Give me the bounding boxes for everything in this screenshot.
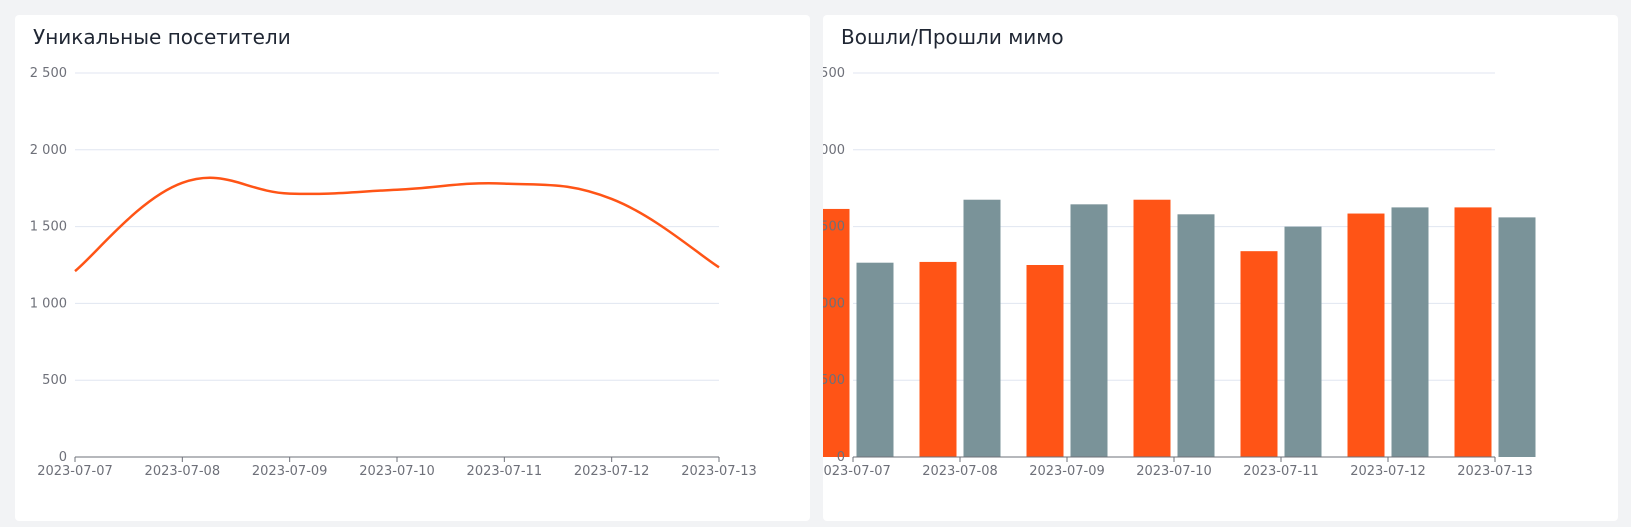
- bar-entered: [1454, 207, 1492, 457]
- bar-passed: [1177, 214, 1215, 457]
- y-tick-label: 1 000: [30, 296, 67, 311]
- unique-visitors-line-chart: 0 500 1 000 1 500 2 000 2 500 2023-07-07 2023-0…: [30, 66, 757, 479]
- bar-entered: [1026, 265, 1064, 457]
- bar-passed: [1391, 207, 1429, 457]
- y-tick-label: 2 000: [823, 143, 845, 158]
- x-tick-label: 2023-07-10: [359, 464, 435, 479]
- unique-visitors-title: Уникальные посетители: [33, 25, 291, 49]
- y-tick-label: 1 500: [30, 220, 67, 235]
- bar-entered: [919, 261, 957, 457]
- y-tick-label: 1 000: [823, 296, 845, 311]
- visitors-series-line: [74, 176, 720, 273]
- x-tick-label: 2023-07-11: [1243, 464, 1319, 479]
- x-tick-label: 2023-07-10: [1136, 464, 1212, 479]
- bar-entered: [1240, 251, 1278, 457]
- y-tick-label: 1 500: [823, 220, 845, 235]
- entered-passed-card: Вошли/Прошли мимо 0 500 1 000 1 500 2 000 2 5…: [823, 15, 1618, 521]
- bar-passed: [963, 199, 1001, 457]
- x-tick-label: 2023-07-11: [467, 464, 543, 479]
- y-tick-label: 2 000: [30, 143, 67, 158]
- x-tick-label: 2023-07-09: [252, 464, 328, 479]
- bar-passed: [1284, 226, 1322, 457]
- x-tick-label: 2023-07-09: [1029, 464, 1105, 479]
- bar-entered: [1133, 199, 1171, 457]
- bar-passed: [856, 262, 894, 457]
- bar-passed: [1070, 204, 1108, 457]
- y-tick-label: 500: [42, 373, 67, 388]
- y-tick-label: 500: [823, 373, 845, 388]
- bar-entered: [823, 208, 850, 457]
- x-tick-label: 2023-07-12: [1350, 464, 1426, 479]
- bar-passed: [1498, 217, 1536, 457]
- x-tick-label: 2023-07-13: [681, 464, 757, 479]
- entered-passed-title: Вошли/Прошли мимо: [841, 25, 1064, 49]
- y-tick-label: 0: [837, 450, 845, 465]
- bar-entered: [1347, 213, 1385, 457]
- x-tick-label: 2023-07-07: [37, 464, 113, 479]
- entered-passed-bar-chart: 0 500 1 000 1 500 2 000 2 500 2023-07-07 2023-0…: [823, 66, 1536, 479]
- x-tick-label: 2023-07-07: [823, 464, 891, 479]
- x-tick-label: 2023-07-08: [922, 464, 998, 479]
- x-tick-label: 2023-07-12: [574, 464, 650, 479]
- x-tick-label: 2023-07-08: [145, 464, 221, 479]
- y-tick-label: 2 500: [30, 66, 67, 81]
- y-tick-label: 0: [59, 450, 67, 465]
- x-tick-label: 2023-07-13: [1457, 464, 1533, 479]
- y-tick-label: 2 500: [823, 66, 845, 81]
- unique-visitors-card: Уникальные посетители 0 500 1 000 1 500 2 00…: [15, 15, 810, 521]
